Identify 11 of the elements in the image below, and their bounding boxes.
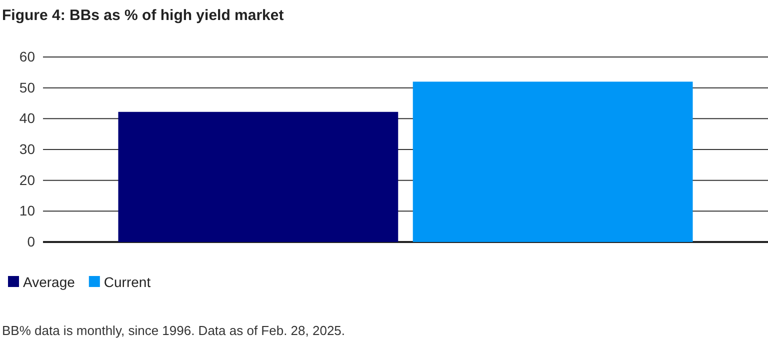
y-tick-label: 50 <box>19 79 36 96</box>
chart-title: Figure 4: BBs as % of high yield market <box>2 7 284 24</box>
y-tick-label: 0 <box>27 233 36 250</box>
y-tick-label: 40 <box>19 110 36 126</box>
y-tick-label: 10 <box>19 202 36 219</box>
legend-label: Current <box>104 274 151 290</box>
legend-label: Average <box>23 274 76 290</box>
y-tick-label: 30 <box>19 140 36 157</box>
y-tick-label: 60 <box>19 48 36 64</box>
text: BB% data is monthly, since 1996. Data as of Feb. 28, 2025. <box>2 323 346 338</box>
y-tick-label: 20 <box>19 172 36 188</box>
